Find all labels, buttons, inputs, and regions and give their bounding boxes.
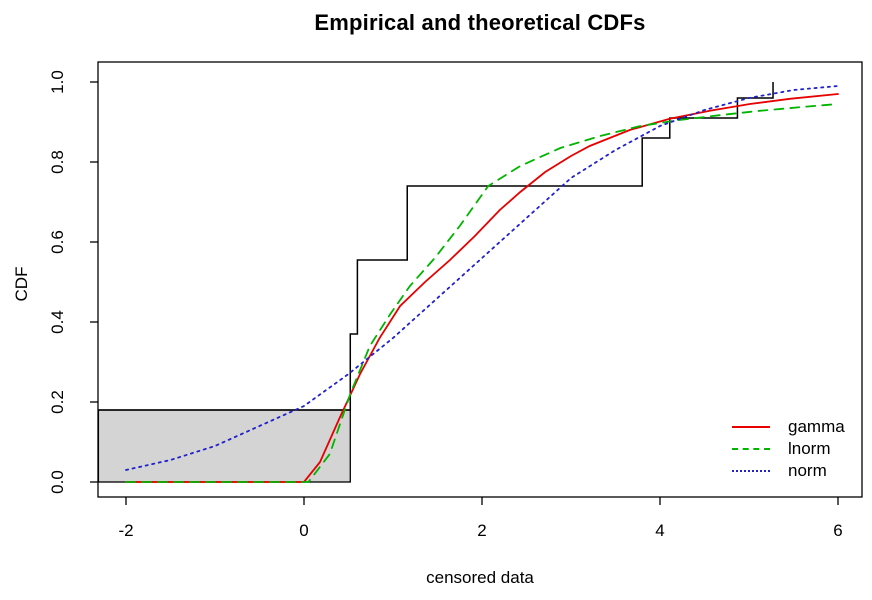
legend-label: norm <box>788 461 827 480</box>
plot-frame <box>97 61 863 498</box>
x-tick-label: -2 <box>118 521 134 540</box>
y-tick-label: 1.0 <box>48 70 67 94</box>
legend-label: lnorm <box>788 439 831 458</box>
y-tick-label: 0.8 <box>48 150 67 174</box>
y-axis-label: CDF <box>12 266 31 302</box>
x-axis-label: censored data <box>426 568 534 587</box>
y-tick-label: 0.2 <box>48 390 67 414</box>
y-tick-label: 0.4 <box>48 310 67 334</box>
censored-region-box <box>97 409 351 483</box>
legend-entry-norm: norm <box>732 460 845 482</box>
legend-entry-gamma: gamma <box>732 416 845 438</box>
y-tick-label: 0.6 <box>48 230 67 254</box>
legend-line-sample-solid <box>732 426 770 428</box>
empirical-cdf-step <box>98 82 774 411</box>
legend: gamma lnorm norm <box>732 416 845 482</box>
x-tick-label: 4 <box>655 521 665 540</box>
cdf-curve-norm <box>125 85 839 471</box>
x-tick-label: 6 <box>833 521 843 540</box>
legend-line-sample-dashed <box>732 448 770 450</box>
legend-entry-lnorm: lnorm <box>732 438 845 460</box>
x-tick-label: 0 <box>299 521 309 540</box>
x-tick-label: 2 <box>477 521 487 540</box>
cdf-curve-lnorm <box>125 103 839 483</box>
legend-label: gamma <box>788 417 845 436</box>
y-tick-label: 0.0 <box>48 470 67 494</box>
plot-title: Empirical and theoretical CDFs <box>314 10 646 35</box>
legend-line-sample-dotted <box>732 470 770 472</box>
